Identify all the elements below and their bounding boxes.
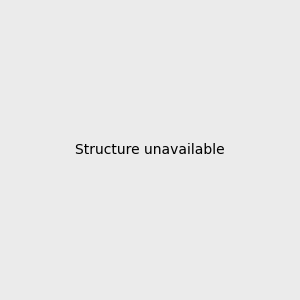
Text: Structure unavailable: Structure unavailable	[75, 143, 225, 157]
